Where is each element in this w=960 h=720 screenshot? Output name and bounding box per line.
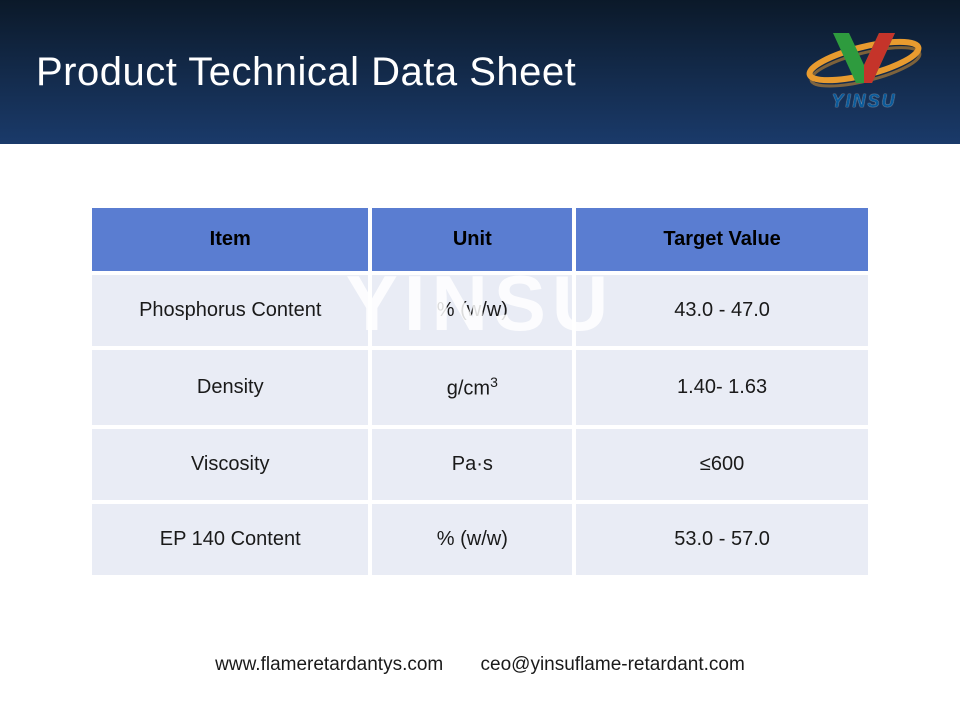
header-bar: Product Technical Data Sheet YINSU bbox=[0, 0, 960, 144]
cell-target: 53.0 - 57.0 bbox=[576, 504, 868, 575]
footer-email: ceo@yinsuflame-retardant.com bbox=[481, 654, 745, 675]
cell-item: Phosphorus Content bbox=[92, 275, 368, 346]
cell-item: Density bbox=[92, 350, 368, 425]
cell-item: EP 140 Content bbox=[92, 504, 368, 575]
cell-unit: % (w/w) bbox=[372, 275, 572, 346]
footer: www.flameretardantys.com ceo@yinsuflame-… bbox=[0, 654, 960, 676]
cell-target: ≤600 bbox=[576, 429, 868, 500]
logo-brand-text: YINSU bbox=[831, 91, 896, 112]
cell-target: 1.40- 1.63 bbox=[576, 350, 868, 425]
table-row: EP 140 Content % (w/w) 53.0 - 57.0 bbox=[92, 504, 868, 575]
table-row: Density g/cm3 1.40- 1.63 bbox=[92, 350, 868, 425]
data-table: Item Unit Target Value Phosphorus Conten… bbox=[88, 204, 872, 579]
table-row: Phosphorus Content % (w/w) 43.0 - 47.0 bbox=[92, 275, 868, 346]
cell-unit: Pa·s bbox=[372, 429, 572, 500]
page-title: Product Technical Data Sheet bbox=[36, 50, 576, 95]
col-header-unit: Unit bbox=[372, 208, 572, 271]
cell-unit: g/cm3 bbox=[372, 350, 572, 425]
cell-target: 43.0 - 47.0 bbox=[576, 275, 868, 346]
logo-mark bbox=[804, 33, 924, 89]
footer-website: www.flameretardantys.com bbox=[215, 654, 443, 675]
content-area: YINSU Item Unit Target Value Phosphorus … bbox=[0, 144, 960, 579]
col-header-item: Item bbox=[92, 208, 368, 271]
table-row: Viscosity Pa·s ≤600 bbox=[92, 429, 868, 500]
cell-unit: % (w/w) bbox=[372, 504, 572, 575]
logo-v-icon bbox=[833, 33, 895, 83]
table-header-row: Item Unit Target Value bbox=[92, 208, 868, 271]
col-header-target: Target Value bbox=[576, 208, 868, 271]
brand-logo: YINSU bbox=[792, 20, 936, 124]
cell-item: Viscosity bbox=[92, 429, 368, 500]
